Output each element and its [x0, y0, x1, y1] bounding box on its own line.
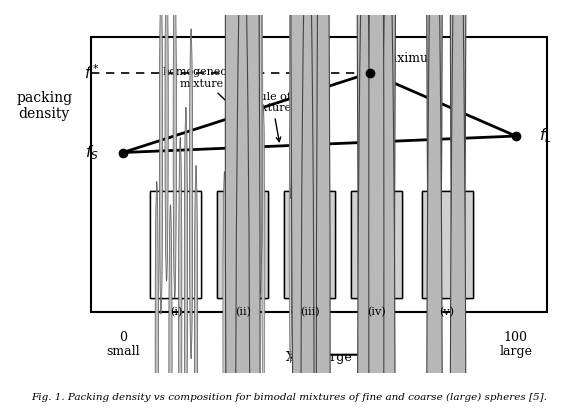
Ellipse shape [194, 165, 198, 408]
Ellipse shape [310, 0, 324, 408]
Ellipse shape [324, 279, 326, 408]
Ellipse shape [426, 0, 443, 408]
Ellipse shape [305, 115, 307, 362]
Ellipse shape [301, 0, 314, 408]
Text: $f_S$: $f_S$ [86, 143, 99, 162]
Ellipse shape [318, 262, 321, 408]
Ellipse shape [369, 0, 384, 408]
Ellipse shape [236, 0, 239, 275]
Ellipse shape [242, 163, 245, 408]
Ellipse shape [307, 220, 309, 408]
Text: large: large [499, 345, 532, 358]
Ellipse shape [380, 0, 396, 408]
Text: (iii): (iii) [300, 306, 319, 317]
Ellipse shape [377, 183, 380, 376]
Text: homogeneous
mixture: homogeneous mixture [162, 67, 240, 112]
Ellipse shape [359, 99, 361, 292]
Polygon shape [351, 191, 402, 298]
Ellipse shape [160, 0, 162, 314]
Ellipse shape [225, 0, 240, 408]
Ellipse shape [253, 42, 256, 344]
Ellipse shape [241, 0, 244, 277]
Ellipse shape [246, 218, 249, 408]
Ellipse shape [244, 31, 247, 334]
Ellipse shape [325, 276, 328, 408]
Ellipse shape [301, 0, 303, 217]
Polygon shape [421, 191, 473, 298]
Ellipse shape [239, 154, 242, 408]
Ellipse shape [165, 0, 168, 281]
Polygon shape [421, 191, 473, 298]
Ellipse shape [173, 0, 176, 298]
Ellipse shape [249, 84, 251, 387]
Ellipse shape [239, 53, 242, 355]
Ellipse shape [357, 0, 372, 408]
Ellipse shape [295, 180, 298, 408]
Ellipse shape [231, 93, 234, 396]
Ellipse shape [392, 215, 394, 408]
Ellipse shape [223, 171, 226, 408]
Ellipse shape [227, 160, 231, 408]
Text: maximum: maximum [378, 51, 440, 64]
Ellipse shape [249, 178, 252, 408]
Polygon shape [284, 191, 335, 298]
Ellipse shape [236, 87, 239, 390]
Ellipse shape [235, 0, 250, 408]
Text: X, % large: X, % large [287, 350, 352, 364]
Text: 0: 0 [119, 331, 127, 344]
Ellipse shape [232, 207, 235, 408]
Text: (ii): (ii) [235, 306, 251, 317]
Ellipse shape [190, 29, 192, 359]
Ellipse shape [239, 155, 242, 408]
Polygon shape [217, 191, 268, 298]
Text: Fig. 1. Packing density vs composition for bimodal mixtures of fine and coarse (: Fig. 1. Packing density vs composition f… [31, 393, 547, 402]
Ellipse shape [248, 58, 251, 360]
Polygon shape [217, 191, 268, 298]
Ellipse shape [290, 0, 292, 199]
Ellipse shape [291, 0, 305, 408]
Ellipse shape [259, 0, 262, 294]
Ellipse shape [366, 150, 368, 343]
Ellipse shape [262, 104, 265, 407]
Text: X*: X* [367, 246, 382, 259]
Text: 100: 100 [504, 331, 528, 344]
Ellipse shape [450, 0, 466, 408]
Text: $f_L$: $f_L$ [539, 126, 552, 145]
Text: (iv): (iv) [367, 306, 386, 317]
Text: packing
density: packing density [16, 91, 72, 121]
Text: (v): (v) [439, 306, 454, 317]
Text: rule of
mixtures: rule of mixtures [247, 92, 297, 142]
Ellipse shape [179, 137, 182, 408]
Ellipse shape [380, 0, 396, 408]
Ellipse shape [238, 206, 240, 408]
Ellipse shape [316, 0, 330, 408]
Ellipse shape [317, 0, 320, 195]
Ellipse shape [229, 107, 232, 408]
Ellipse shape [357, 0, 372, 408]
Ellipse shape [289, 115, 292, 363]
Ellipse shape [302, 41, 305, 288]
Polygon shape [150, 191, 202, 298]
Ellipse shape [450, 0, 466, 408]
Polygon shape [150, 191, 202, 298]
Text: (i): (i) [170, 306, 182, 317]
Ellipse shape [169, 205, 172, 408]
Ellipse shape [260, 0, 263, 264]
Ellipse shape [229, 80, 232, 383]
Text: small: small [106, 345, 140, 358]
Ellipse shape [426, 0, 443, 408]
Ellipse shape [235, 187, 238, 408]
Text: $f^*$: $f^*$ [84, 63, 99, 82]
Text: X*: X* [363, 331, 378, 344]
Ellipse shape [245, 0, 260, 408]
Ellipse shape [228, 91, 231, 393]
Ellipse shape [155, 182, 158, 408]
Ellipse shape [184, 107, 188, 408]
Polygon shape [351, 191, 402, 298]
Polygon shape [284, 191, 335, 298]
Ellipse shape [296, 0, 298, 156]
